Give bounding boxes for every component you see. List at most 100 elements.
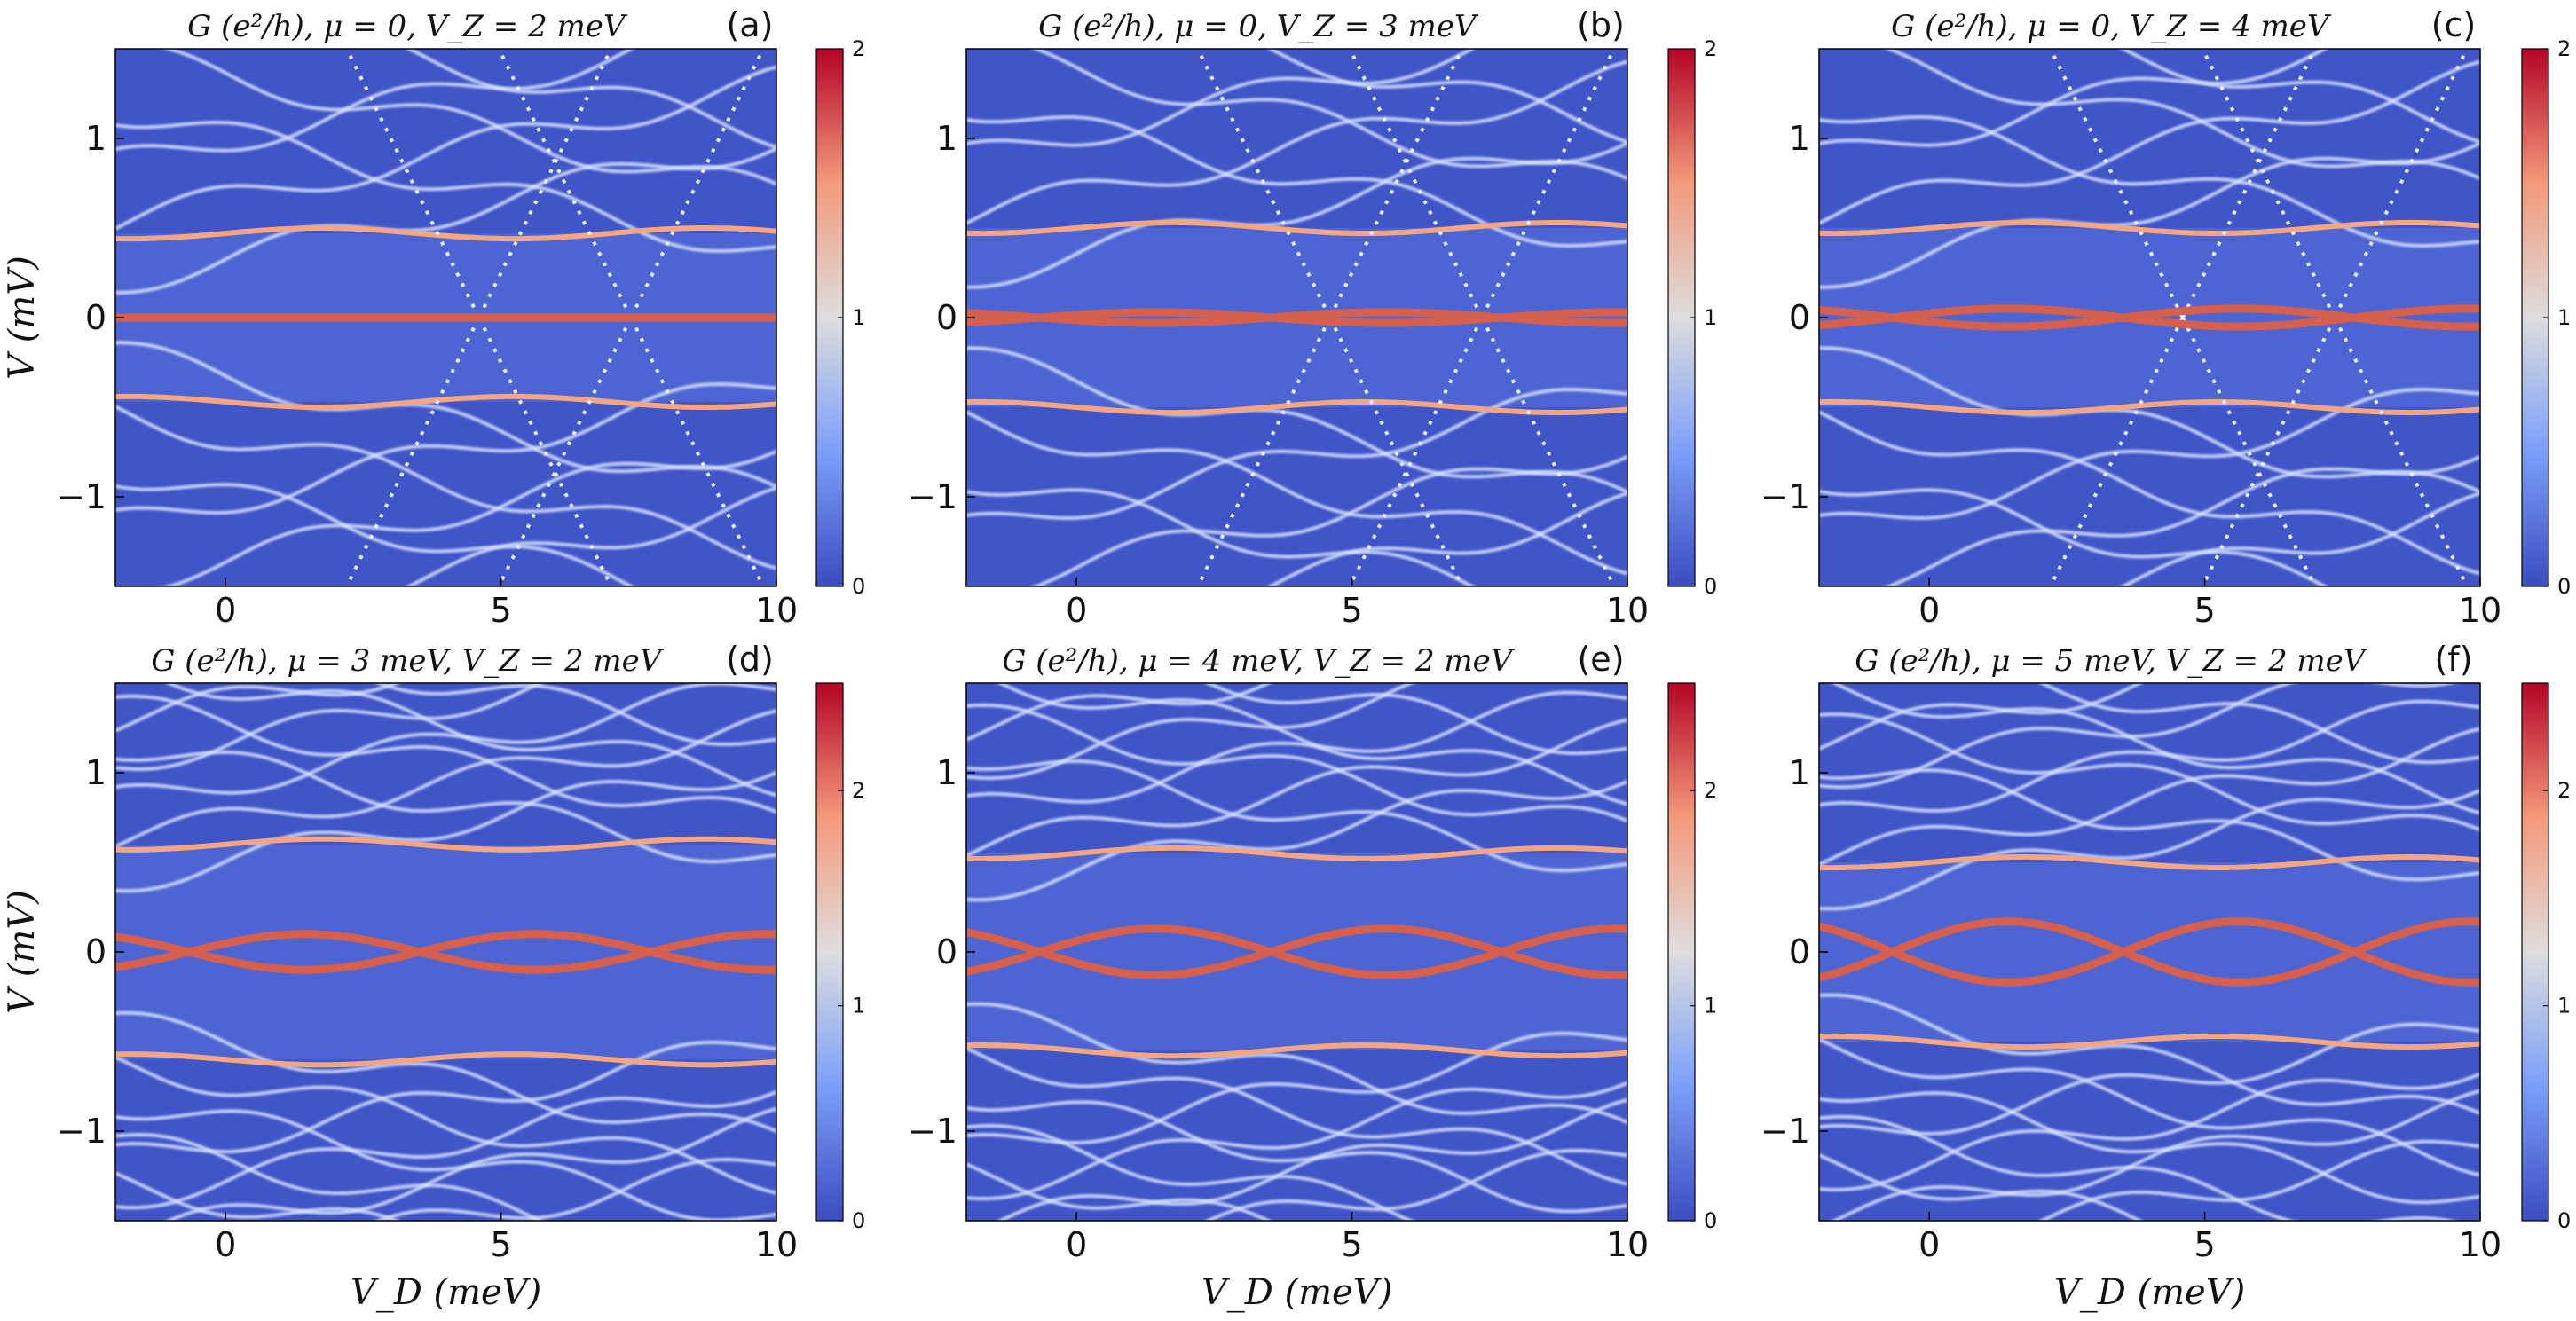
subband-line <box>966 1100 1627 1214</box>
subband-line <box>164 1106 776 1221</box>
subband-line <box>1819 410 2480 576</box>
subband-line <box>115 49 635 153</box>
panel-letter: (a) <box>727 5 774 44</box>
x-axis-label: V_D (meV) <box>351 1272 541 1313</box>
subband-line <box>1831 683 2480 815</box>
zero-bias-peak <box>1819 948 2480 987</box>
gap-edge-line <box>115 393 776 410</box>
colorbar <box>1667 682 1696 1222</box>
subband-line <box>115 694 776 814</box>
colorbar-tick-label: 1 <box>2557 305 2571 330</box>
subband-line <box>966 1046 1627 1186</box>
colorbar-tick-label: 1 <box>852 305 865 330</box>
subband-line <box>374 1157 776 1221</box>
x-tick-label: 0 <box>1066 591 1087 630</box>
subband-line <box>1819 683 2144 751</box>
x-tick-label: 10 <box>2459 1225 2501 1264</box>
x-tick-label: 5 <box>490 591 511 630</box>
subband-line <box>405 49 776 149</box>
subband-line <box>966 49 1477 147</box>
subband-line <box>115 483 635 586</box>
subband-line <box>1266 49 1627 144</box>
zero-bias-peak <box>966 924 1627 956</box>
x-tick-label: 5 <box>1341 1225 1362 1264</box>
subband-line <box>966 346 1627 494</box>
subband-line <box>1819 993 2480 1115</box>
gap-edge-line <box>966 219 1627 237</box>
colorbar-tick-label: 0 <box>852 574 865 599</box>
y-tick-label: −1 <box>1761 477 1810 516</box>
subband-line <box>1819 1153 2144 1221</box>
gap-region <box>115 844 776 1060</box>
y-tick-label: −1 <box>1761 1112 1810 1151</box>
y-tick-label: 0 <box>936 932 957 971</box>
subband-line <box>1819 683 2457 790</box>
subband-line <box>1819 59 2480 225</box>
panel-letter: (d) <box>726 640 774 679</box>
x-tick-label: 10 <box>755 1225 798 1264</box>
y-axis-label: V (mV) <box>2 256 43 380</box>
subband-line <box>1030 454 1627 586</box>
subband-line <box>115 1010 776 1134</box>
subband-line <box>2119 491 2480 586</box>
x-tick-label: 5 <box>2194 1225 2215 1264</box>
x-tick-label: 10 <box>1606 1225 1649 1264</box>
panel-title: G (e²/h), μ = 0, V_Z = 2 meV <box>187 9 628 44</box>
y-tick-label: −1 <box>908 477 957 516</box>
panel-title: G (e²/h), μ = 5 meV, V_Z = 2 meV <box>1855 643 2368 679</box>
subband-line <box>966 115 1627 248</box>
y-tick-label: −1 <box>57 477 106 516</box>
gap-edge-line <box>966 1042 1627 1059</box>
colorbar <box>815 682 844 1222</box>
subband-line <box>115 65 776 231</box>
colorbar-tick-label: 2 <box>852 36 865 61</box>
subband-line <box>115 1089 776 1210</box>
heatmap-features <box>1819 49 2480 586</box>
x-tick-label: 10 <box>1606 591 1649 630</box>
subband-line <box>966 488 1477 586</box>
heatmap-features <box>1819 683 2480 1221</box>
x-tick-label: 10 <box>755 591 798 630</box>
subband-line <box>2119 49 2480 144</box>
subband-line <box>115 1132 544 1221</box>
x-axis-label: V_D (meV) <box>2054 1272 2245 1313</box>
subband-line <box>966 683 1415 781</box>
subband-line <box>115 1040 776 1154</box>
gap-region <box>1819 862 2480 1042</box>
subband-line <box>115 683 401 733</box>
y-tick-label: −1 <box>908 1112 957 1151</box>
gap-edge-line <box>1819 219 2480 237</box>
colorbar-tick-label: 2 <box>852 778 865 803</box>
zero-bias-peak <box>966 948 1627 979</box>
subband-line <box>405 486 776 586</box>
subband-line <box>161 49 776 186</box>
subband-line <box>1883 49 2480 181</box>
panel-title: G (e²/h), μ = 0, V_Z = 3 meV <box>1038 9 1479 44</box>
subband-line <box>2038 1139 2480 1221</box>
y-tick-label: 1 <box>936 753 957 792</box>
subband-line <box>115 683 776 795</box>
subband-line <box>1203 683 1627 756</box>
subband-line <box>966 1002 1627 1124</box>
subband-line <box>966 1031 1627 1145</box>
subband-line <box>1819 49 2329 147</box>
subband-line <box>1819 1072 2480 1192</box>
subband-line <box>115 709 776 849</box>
panel-b: 0 5 10 −1 0 1 G (e²/h), μ = 0, V_Z = 3 meV (b) 0… <box>908 5 1717 630</box>
colorbar-tick-label: 2 <box>2557 778 2571 803</box>
y-tick-label: 1 <box>1789 753 1810 792</box>
colorbar-tick-label: 2 <box>2557 36 2571 61</box>
y-tick-label: 0 <box>1789 932 1810 971</box>
subband-line <box>115 1055 776 1195</box>
colorbar-tick-label: 0 <box>1704 1208 1717 1233</box>
y-tick-label: 0 <box>85 298 106 337</box>
zero-bias-peak <box>115 930 776 956</box>
zero-bias-peak <box>1819 313 2480 331</box>
y-tick-label: 0 <box>936 298 957 337</box>
subband-line <box>1819 768 2480 882</box>
x-tick-label: 0 <box>215 591 236 630</box>
zero-bias-peak <box>1819 917 2480 956</box>
heatmap-features <box>966 683 1627 1221</box>
